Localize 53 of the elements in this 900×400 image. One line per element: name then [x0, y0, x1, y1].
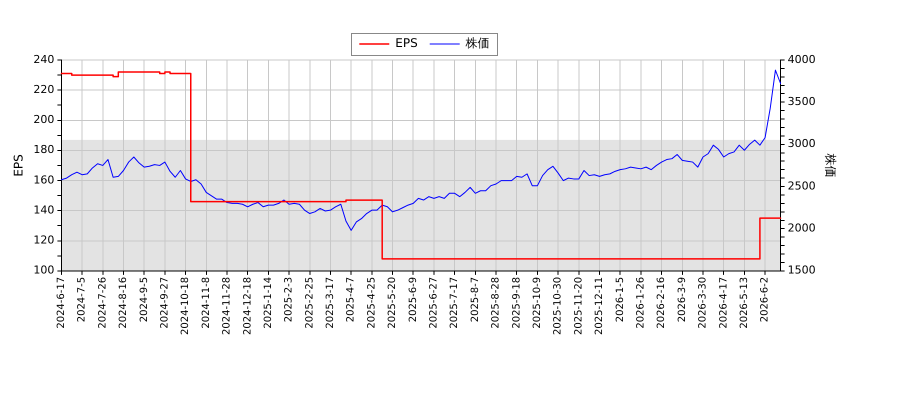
- y-tick-label: 200: [33, 113, 54, 126]
- x-tick-label: 2024-9-27: [159, 276, 170, 329]
- y2-tick-label: 1500: [788, 264, 816, 277]
- y-axis-title: EPS: [11, 154, 26, 177]
- x-tick-label: 2025-9-18: [511, 276, 522, 329]
- x-tick-label: 2024-8-16: [118, 276, 130, 329]
- x-tick-label: 2025-10-30: [552, 276, 564, 336]
- x-tick-label: 2025-3-17: [325, 276, 336, 329]
- y-tick-label: 120: [33, 234, 54, 247]
- x-tick-label: 2025-8-7: [470, 276, 481, 322]
- x-tick-label: 2025-2-3: [284, 276, 295, 322]
- x-tick-label: 2026-2-16: [656, 276, 668, 329]
- x-tick-label: 2026-1-26: [635, 276, 646, 329]
- x-tick-label: 2025-12-11: [594, 276, 606, 336]
- x-tick-label: 2026-4-17: [718, 276, 730, 329]
- x-tick-label: 2024-11-8: [200, 276, 212, 329]
- y2-tick-label: 2000: [788, 222, 816, 235]
- x-tick-label: 2025-6-27: [428, 276, 440, 329]
- y-tick-label: 100: [33, 264, 54, 277]
- x-tick-label: 2024-10-18: [180, 276, 192, 336]
- x-tick-label: 2025-10-9: [532, 276, 544, 329]
- x-tick-label: 2026-6-2: [760, 276, 771, 322]
- x-tick-label: 2024-7-26: [97, 276, 108, 329]
- x-tick-label: 2025-4-25: [366, 276, 378, 329]
- x-tick-label: 2025-4-7: [346, 276, 357, 322]
- x-tick-label: 2026-3-9: [676, 276, 688, 322]
- x-tick-label: 2025-7-17: [449, 276, 460, 329]
- x-tick-label: 2025-6-9: [408, 276, 419, 322]
- y2-tick-label: 4000: [788, 52, 816, 66]
- x-tick-label: 2026-1-5: [614, 276, 626, 322]
- y-tick-label: 140: [33, 203, 54, 216]
- y-tick-label: 160: [33, 173, 54, 186]
- x-tick-label: 2025-11-20: [573, 276, 584, 336]
- x-tick-label: 2024-9-5: [138, 276, 150, 322]
- y-tick-label: 240: [33, 52, 54, 66]
- legend-label: EPS: [395, 36, 418, 50]
- x-tick-label: 2024-6-17: [56, 276, 67, 329]
- x-tick-label: 2024-12-18: [242, 276, 254, 336]
- y2-axis-title: 株価: [824, 152, 838, 178]
- y2-tick-label: 2500: [788, 179, 816, 192]
- x-tick-label: 2026-3-30: [698, 276, 709, 329]
- x-tick-label: 2025-2-25: [304, 276, 316, 329]
- legend-label: 株価: [464, 36, 490, 50]
- x-tick-label: 2024-7-5: [76, 276, 88, 322]
- y2-tick-label: 3500: [788, 95, 816, 108]
- y-tick-label: 220: [33, 82, 54, 96]
- x-tick-label: 2025-8-28: [490, 276, 502, 329]
- x-tick-label: 2024-11-28: [222, 276, 233, 336]
- x-tick-label: 2026-5-13: [738, 276, 750, 329]
- x-tick-label: 2025-5-20: [387, 276, 398, 329]
- x-tick-label: 2025-1-14: [262, 276, 274, 329]
- y-tick-label: 180: [33, 143, 54, 156]
- y2-tick-label: 3000: [788, 137, 816, 150]
